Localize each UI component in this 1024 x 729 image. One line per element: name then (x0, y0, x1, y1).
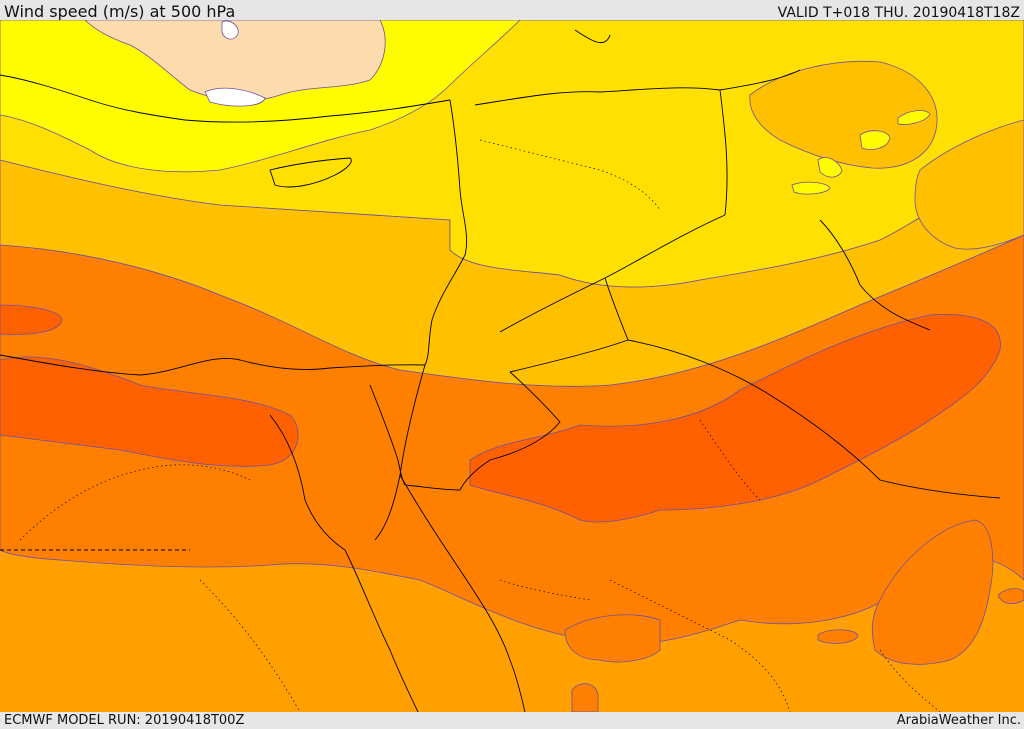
band-orange-dark-wedge (0, 304, 63, 335)
island-yellow-1 (859, 130, 891, 150)
blob-orange-small-1 (817, 629, 859, 644)
blob-orange-small-3 (997, 588, 1024, 605)
coastlines (0, 29, 931, 712)
header-bar: Wind speed (m/s) at 500 hPa VALID T+018 … (0, 0, 1024, 21)
wind-speed-map (0, 20, 1024, 712)
blob-orange-small-2 (571, 683, 599, 712)
island-yellow-4 (791, 181, 831, 195)
island-yellow-2 (897, 110, 931, 125)
region-white-1 (204, 87, 266, 107)
lobe-gold-east (749, 60, 938, 169)
map-title: Wind speed (m/s) at 500 hPa (4, 2, 236, 21)
internal-boundaries (19, 139, 941, 712)
blob-orange-south-mid (564, 614, 661, 663)
footer-bar: ECMWF MODEL RUN: 20190418T00Z ArabiaWeat… (0, 712, 1024, 729)
band-orange-dark-east (469, 314, 1001, 523)
model-run-label: ECMWF MODEL RUN: 20190418T00Z (4, 713, 245, 728)
blob-orange-south-east (871, 519, 994, 665)
borders (0, 69, 1001, 551)
valid-time: VALID T+018 THU. 20190418T18Z (777, 5, 1020, 21)
band-orange-dark-west (0, 356, 299, 467)
island-yellow-3 (817, 157, 843, 178)
region-white-2 (221, 20, 239, 40)
map-canvas (0, 20, 1024, 712)
credit-label: ArabiaWeather Inc. (896, 713, 1021, 728)
lobe-gold-east-2 (914, 119, 1024, 250)
